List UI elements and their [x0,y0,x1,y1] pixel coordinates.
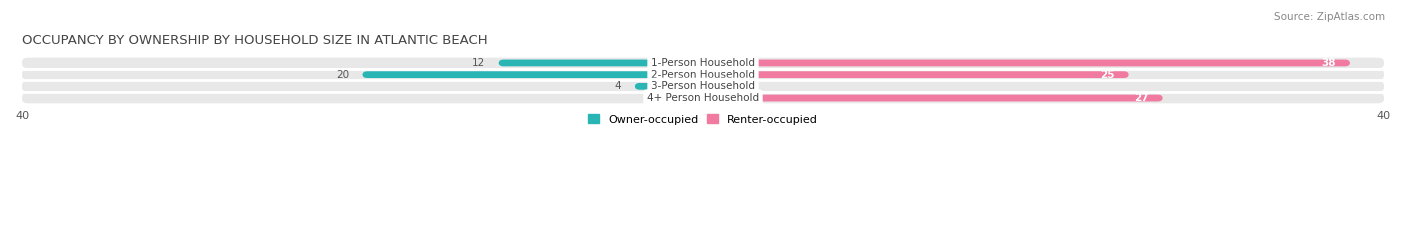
Text: 4: 4 [614,81,621,91]
FancyBboxPatch shape [703,71,1129,78]
FancyBboxPatch shape [499,60,703,66]
Text: 4+ Person Household: 4+ Person Household [647,93,759,103]
Text: OCCUPANCY BY OWNERSHIP BY HOUSEHOLD SIZE IN ATLANTIC BEACH: OCCUPANCY BY OWNERSHIP BY HOUSEHOLD SIZE… [22,34,488,47]
FancyBboxPatch shape [363,71,703,78]
Text: 20: 20 [336,70,349,80]
FancyBboxPatch shape [22,58,1384,68]
FancyBboxPatch shape [703,60,1350,66]
Text: 27: 27 [1135,93,1149,103]
FancyBboxPatch shape [22,93,1384,103]
Legend: Owner-occupied, Renter-occupied: Owner-occupied, Renter-occupied [583,110,823,129]
Text: 25: 25 [1101,70,1115,80]
Text: 3-Person Household: 3-Person Household [651,81,755,91]
FancyBboxPatch shape [22,81,1384,92]
FancyBboxPatch shape [703,95,1163,101]
Text: 12: 12 [472,58,485,68]
FancyBboxPatch shape [22,69,1384,80]
Text: 0: 0 [717,81,723,91]
Text: Source: ZipAtlas.com: Source: ZipAtlas.com [1274,12,1385,22]
Text: 1-Person Household: 1-Person Household [651,58,755,68]
Text: 2-Person Household: 2-Person Household [651,70,755,80]
Text: 38: 38 [1322,58,1336,68]
Text: 0: 0 [683,93,689,103]
FancyBboxPatch shape [636,83,703,90]
